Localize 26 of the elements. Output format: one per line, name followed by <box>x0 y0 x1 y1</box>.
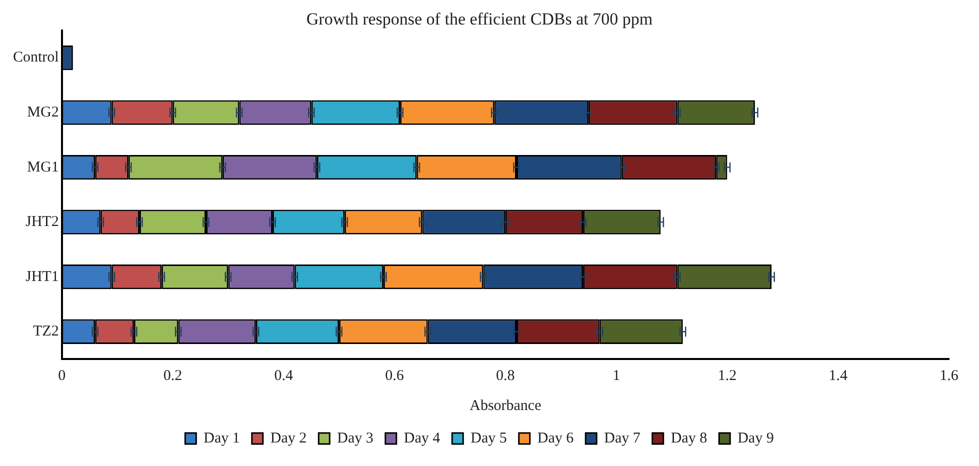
y-tick-label: JHT2 <box>25 214 59 230</box>
x-tick-label: 0 <box>58 368 66 384</box>
legend-label: Day 7 <box>604 430 641 446</box>
legend-label: Day 9 <box>738 430 774 446</box>
x-tick-label: 0.2 <box>163 368 182 384</box>
x-tick-label: 0.6 <box>385 368 404 384</box>
y-tick-label: MG1 <box>27 159 59 176</box>
legend-label: Day 2 <box>270 430 307 446</box>
x-tick-label: 1.4 <box>828 368 848 384</box>
legend-label: Day 1 <box>204 430 240 446</box>
legend-label: Day 8 <box>670 430 708 446</box>
legend-label: Day 6 <box>537 430 574 446</box>
x-axis-title: Absorbance <box>470 398 542 414</box>
y-tick-label: JHT1 <box>25 268 59 285</box>
y-tick-label: Control <box>12 50 59 66</box>
x-tick-label: 1.6 <box>940 368 959 384</box>
legend-label: Day 5 <box>470 430 507 446</box>
x-tick-label: 1 <box>612 368 620 384</box>
x-tick-label: 0.8 <box>496 368 515 384</box>
y-tick-label: MG2 <box>27 104 59 120</box>
y-tick-label: TZ2 <box>33 324 59 340</box>
legend-label: Day 3 <box>337 430 374 446</box>
chart-title: Growth response of the efficient CDBs at 700 ppm <box>306 10 653 29</box>
x-tick-label: 0.4 <box>274 368 294 384</box>
legend-label: Day 4 <box>404 430 441 446</box>
x-tick-label: 1.2 <box>718 368 737 384</box>
